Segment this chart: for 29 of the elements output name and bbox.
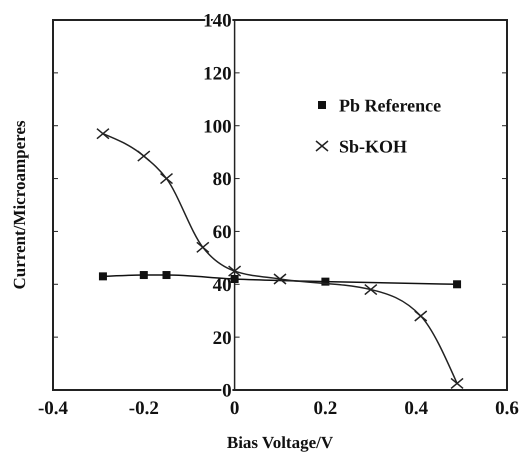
x-tick-label: 0.4: [404, 398, 429, 419]
y-tick-label: 60: [212, 222, 232, 244]
point: [137, 150, 151, 162]
point: [273, 273, 287, 285]
x-tick-label: -0.2: [128, 398, 159, 419]
y-tick-label: 40: [212, 274, 232, 296]
x-tick-label: 0.6: [495, 398, 519, 419]
point: [160, 172, 174, 184]
point: [450, 378, 464, 390]
y-tick-label: 20: [212, 328, 232, 349]
point: [98, 272, 107, 280]
point: [414, 310, 428, 322]
point: [364, 284, 378, 296]
x-tick-label: 0.2: [314, 398, 338, 419]
point: [230, 275, 239, 283]
y-tick-label: 80: [212, 169, 232, 190]
point: [453, 280, 462, 288]
legend-label: Pb Reference: [339, 95, 442, 116]
y-axis-title: Current/Microamperes: [10, 120, 29, 290]
x-tick-label: -0.4: [38, 398, 69, 419]
point: [96, 128, 110, 140]
point: [140, 271, 148, 280]
y-tick-label: 100: [203, 116, 232, 138]
point: [162, 271, 170, 280]
point: [196, 242, 210, 254]
x-axis-title: Bias Voltage/V: [226, 433, 334, 452]
y-tick-label: 120: [203, 64, 232, 85]
point: [228, 265, 242, 277]
legend-label: Sb-KOH: [339, 136, 408, 156]
